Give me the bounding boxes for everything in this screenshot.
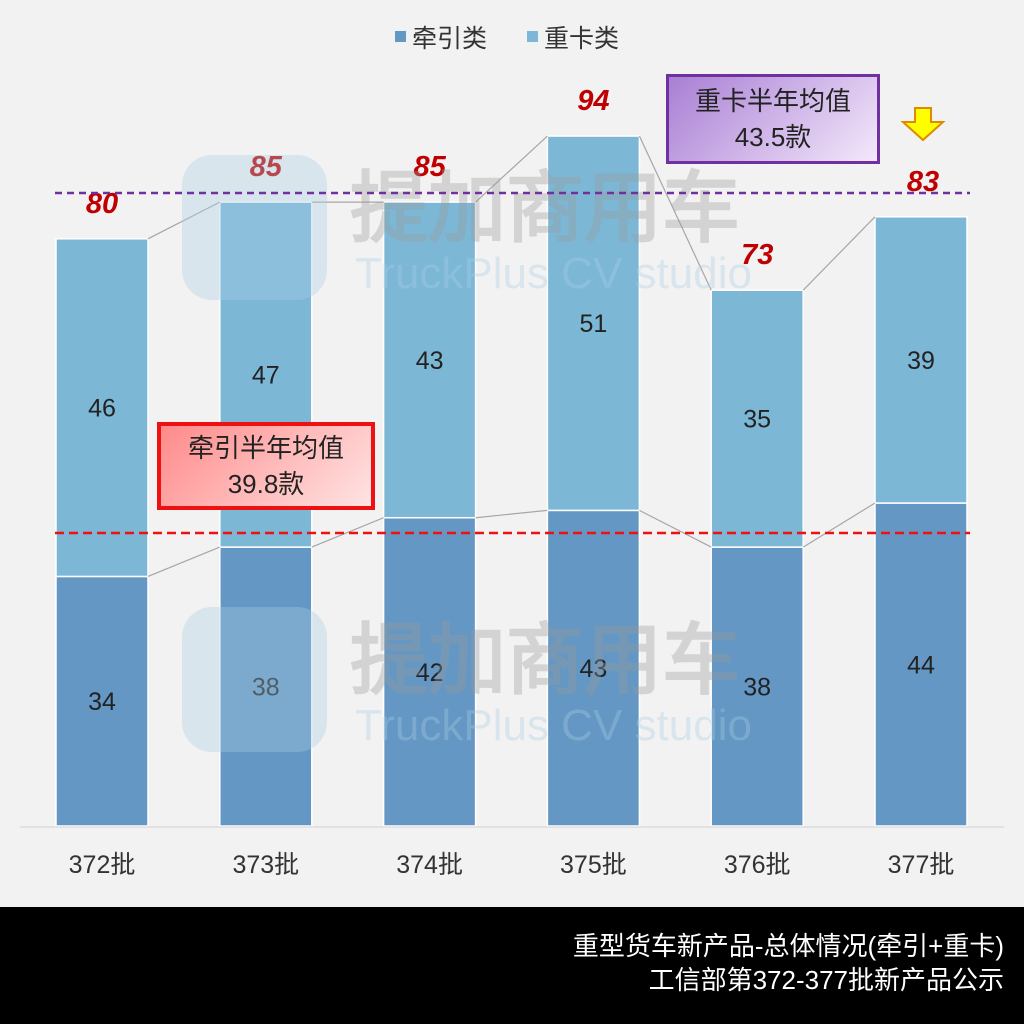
heavy-average-title: 重卡半年均值 <box>694 86 851 116</box>
x-tick-label: 377批 <box>888 851 955 879</box>
x-tick-label: 376批 <box>724 851 791 879</box>
legend-swatch-heavy <box>527 31 538 42</box>
series-line-tractor <box>802 502 876 548</box>
bar-tractor <box>219 546 313 827</box>
data-label-heavy: 43 <box>416 347 444 375</box>
total-label: 73 <box>741 239 773 271</box>
bar-heavy <box>55 238 149 578</box>
series-line-tractor <box>147 546 221 577</box>
bar-tractor <box>382 516 477 827</box>
data-label-heavy: 47 <box>252 362 280 390</box>
x-tick-label: 375批 <box>560 851 627 879</box>
watermark-en: TruckPlus CV studio <box>355 701 752 750</box>
data-label-tractor: 38 <box>252 674 280 702</box>
total-label: 94 <box>577 85 609 117</box>
legend: 牵引类 重卡类 <box>395 25 619 53</box>
bar-tractor <box>55 575 149 827</box>
data-label-tractor: 42 <box>416 659 444 687</box>
bar-tractor <box>546 509 641 827</box>
bar-tractor <box>874 502 968 827</box>
bar-heavy <box>382 201 477 519</box>
stacked-bar-chart: 牵引类 重卡类 34 46 80 372批 38 47 85 373批 42 43 85 374批 43… <box>20 25 1004 879</box>
watermark-cn: 提加商用车 <box>350 164 740 252</box>
bar-tractor <box>710 546 804 827</box>
down-arrow-icon <box>900 107 946 142</box>
legend-label-tractor: 牵引类 <box>412 25 487 53</box>
series-line-heavy <box>475 135 548 203</box>
x-tick-label: 372批 <box>69 851 136 879</box>
watermark: 提加商用车 TruckPlus CV studio 提加商用车 TruckPlu… <box>182 155 752 752</box>
total-label: 80 <box>86 188 118 220</box>
data-label-heavy: 46 <box>88 395 116 423</box>
series-line-heavy <box>638 135 712 291</box>
data-label-tractor: 34 <box>88 688 116 716</box>
x-tick-label: 374批 <box>396 851 463 879</box>
heavy-average-value: 43.5款 <box>734 122 812 152</box>
x-tick-label: 373批 <box>232 851 299 879</box>
legend-swatch-tractor <box>395 31 406 42</box>
bar-heavy <box>874 216 968 504</box>
tractor-average-title: 牵引半年均值 <box>187 433 344 463</box>
watermark-logo-icon <box>182 607 327 752</box>
series-line-tractor <box>475 509 548 519</box>
bar-heavy <box>710 289 804 548</box>
tractor-average-callout: 牵引半年均值 39.8款 <box>157 422 375 510</box>
tractor-average-value: 39.8款 <box>227 469 305 499</box>
footer-title: 重型货车新产品-总体情况(牵引+重卡) <box>572 931 1004 961</box>
series-line-heavy <box>147 201 221 240</box>
legend-label-heavy: 重卡类 <box>544 25 619 53</box>
data-label-tractor: 38 <box>743 674 771 702</box>
series-line-heavy <box>802 216 876 291</box>
data-label-tractor: 43 <box>579 655 607 683</box>
data-label-heavy: 35 <box>743 406 771 434</box>
watermark-en: TruckPlus CV studio <box>355 249 752 298</box>
total-label: 85 <box>413 151 446 183</box>
data-label-tractor: 44 <box>907 652 935 680</box>
total-label: 85 <box>250 151 283 183</box>
footer-source: 工信部第372-377批新产品公示 <box>648 965 1004 995</box>
data-label-heavy: 39 <box>907 347 935 375</box>
series-line-tractor <box>311 517 384 548</box>
series-line-tractor <box>639 509 712 548</box>
bar-heavy <box>546 135 641 512</box>
watermark-cn: 提加商用车 <box>350 616 740 704</box>
heavy-average-callout: 重卡半年均值 43.5款 <box>666 74 880 164</box>
watermark-logo-icon <box>182 155 327 300</box>
data-label-heavy: 51 <box>579 310 607 338</box>
footer-caption: 重型货车新产品-总体情况(牵引+重卡) 工信部第372-377批新产品公示 <box>0 907 1024 1024</box>
